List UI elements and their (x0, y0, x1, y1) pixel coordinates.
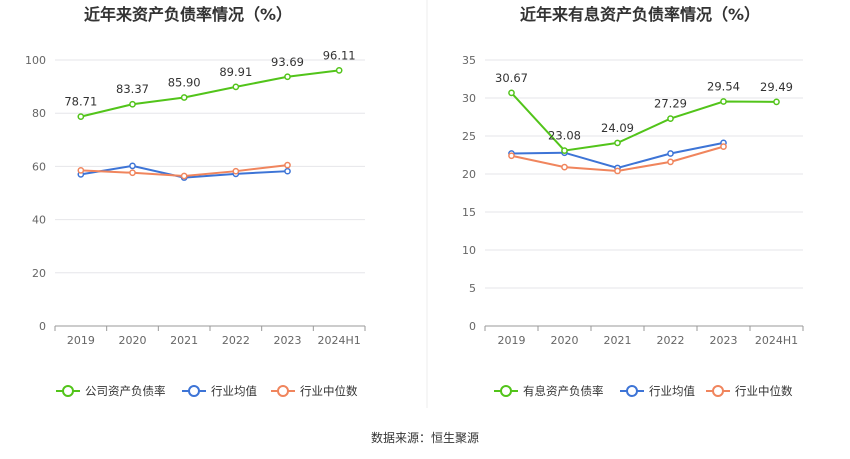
x-tick-label: 2022 (657, 334, 685, 347)
x-tick-label: 2023 (274, 334, 302, 347)
legend-label: 行业均值 (211, 384, 257, 398)
data-label: 85.90 (168, 76, 201, 90)
y-tick-label: 15 (462, 206, 476, 219)
data-point (561, 163, 568, 171)
data-label: 83.37 (116, 82, 149, 96)
legend-label: 行业均值 (649, 384, 695, 398)
data-point (614, 139, 621, 147)
data-point (508, 152, 515, 160)
data-point (232, 83, 240, 91)
x-tick-label: 2019 (67, 334, 95, 347)
legend-label: 有息资产负债率 (523, 384, 604, 398)
data-label: 23.08 (548, 129, 581, 143)
legend-marker (62, 385, 74, 397)
data-label: 24.09 (601, 121, 634, 135)
legend-marker (626, 385, 638, 397)
data-point (284, 167, 291, 175)
y-tick-label: 5 (469, 282, 476, 295)
data-label: 96.11 (323, 48, 356, 62)
data-point (667, 158, 674, 166)
data-point (77, 167, 85, 174)
y-tick-label: 10 (462, 244, 476, 257)
chart-title: 近年来资产负债率情况（%） (84, 5, 292, 24)
data-point (720, 143, 727, 150)
x-tick-label: 2021 (604, 334, 632, 347)
y-tick-label: 20 (462, 168, 476, 181)
series-line (510, 92, 777, 152)
x-tick-label: 2022 (222, 334, 250, 347)
x-tick-label: 2020 (551, 334, 579, 347)
data-label: 89.91 (219, 65, 252, 79)
data-point (667, 150, 674, 157)
x-tick-label: 2021 (170, 334, 198, 347)
x-tick-label: 2020 (119, 334, 147, 347)
data-point (335, 66, 343, 74)
data-point (180, 172, 188, 180)
x-tick-label: 2023 (710, 334, 738, 347)
legend-marker (712, 385, 724, 397)
y-tick-label: 35 (462, 54, 476, 67)
series-line (80, 69, 340, 118)
data-point (561, 147, 568, 154)
data-point (284, 73, 291, 81)
y-tick-label: 40 (32, 214, 46, 227)
y-tick-label: 25 (462, 130, 476, 143)
data-point (232, 167, 240, 175)
legend-marker (277, 385, 289, 397)
data-point (720, 98, 727, 105)
data-point (129, 169, 136, 177)
y-tick-label: 100 (25, 54, 46, 67)
debt-ratio-chart: 近年来资产负债率情况（%） 0 20 40 60 80 100 2019 2020 2021 202… (25, 5, 366, 398)
data-point (77, 113, 85, 120)
data-point (508, 89, 515, 97)
y-tick-label: 0 (39, 320, 46, 333)
chart-title: 近年来有息资产负债率情况（%） (520, 5, 760, 24)
data-source: 数据来源：恒生聚源 (371, 430, 479, 445)
legend-label: 行业中位数 (300, 384, 358, 398)
x-tick-label: 2024H1 (318, 334, 361, 347)
data-label: 78.71 (64, 95, 97, 109)
y-tick-label: 20 (32, 267, 46, 280)
legend-marker (500, 385, 512, 397)
legend-label: 公司资产负债率 (85, 384, 166, 398)
data-point (667, 115, 674, 122)
data-point (180, 94, 188, 101)
legend-marker (188, 385, 200, 397)
data-label: 27.29 (654, 97, 687, 111)
data-label: 29.49 (760, 80, 793, 94)
data-label: 29.54 (707, 79, 740, 93)
data-label: 30.67 (495, 71, 528, 85)
data-point (284, 161, 291, 169)
data-point (773, 98, 780, 106)
y-tick-label: 80 (32, 107, 46, 120)
interest-bearing-debt-ratio-chart: 近年来有息资产负债率情况（%） 0 5 10 15 20 25 30 35 2019 2020 202… (462, 5, 804, 398)
data-point (129, 100, 136, 108)
legend-label: 行业中位数 (735, 384, 793, 398)
y-tick-label: 30 (462, 92, 476, 105)
data-point (614, 167, 621, 175)
x-tick-label: 2019 (498, 334, 526, 347)
data-point (129, 162, 136, 170)
y-tick-label: 60 (32, 160, 46, 173)
data-label: 93.69 (271, 55, 304, 69)
y-tick-label: 0 (469, 320, 476, 333)
x-tick-label: 2024H1 (755, 334, 798, 347)
